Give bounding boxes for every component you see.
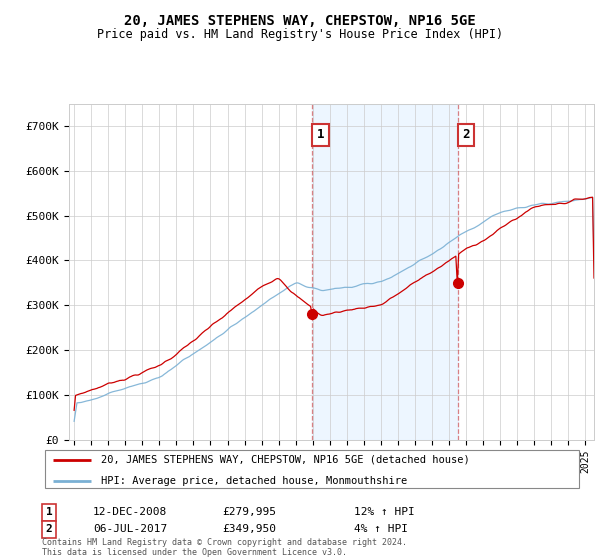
Text: 20, JAMES STEPHENS WAY, CHEPSTOW, NP16 5GE: 20, JAMES STEPHENS WAY, CHEPSTOW, NP16 5… <box>124 14 476 28</box>
Text: Price paid vs. HM Land Registry's House Price Index (HPI): Price paid vs. HM Land Registry's House … <box>97 28 503 41</box>
Text: 1: 1 <box>317 128 324 142</box>
Text: HPI: Average price, detached house, Monmouthshire: HPI: Average price, detached house, Monm… <box>101 476 407 486</box>
Text: 4% ↑ HPI: 4% ↑ HPI <box>354 524 408 534</box>
Text: 2: 2 <box>46 524 53 534</box>
Text: 12% ↑ HPI: 12% ↑ HPI <box>354 507 415 517</box>
Text: 20, JAMES STEPHENS WAY, CHEPSTOW, NP16 5GE (detached house): 20, JAMES STEPHENS WAY, CHEPSTOW, NP16 5… <box>101 455 470 465</box>
Text: 12-DEC-2008: 12-DEC-2008 <box>93 507 167 517</box>
Text: 1: 1 <box>46 507 53 517</box>
Text: 06-JUL-2017: 06-JUL-2017 <box>93 524 167 534</box>
Text: Contains HM Land Registry data © Crown copyright and database right 2024.
This d: Contains HM Land Registry data © Crown c… <box>42 538 407 557</box>
FancyBboxPatch shape <box>45 450 580 488</box>
Text: £279,995: £279,995 <box>222 507 276 517</box>
Text: £349,950: £349,950 <box>222 524 276 534</box>
Bar <box>312 104 458 440</box>
Text: 2: 2 <box>463 128 470 142</box>
